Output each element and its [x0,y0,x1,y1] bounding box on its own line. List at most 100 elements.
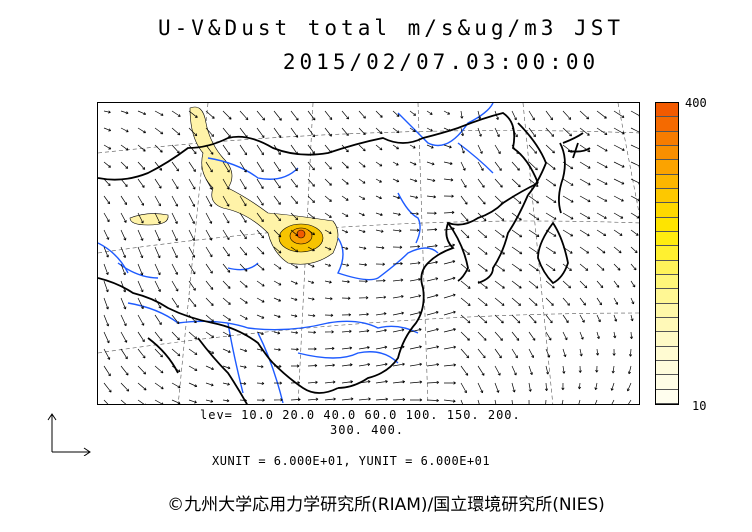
wind-arrow [460,144,465,154]
wind-arrow [409,195,419,199]
wind-arrow [239,297,248,304]
wind-arrow [545,297,554,306]
wind-arrow [613,229,623,236]
wind-arrow [596,246,606,254]
wind-arrow [324,195,332,202]
wind-arrow [613,280,620,288]
wind-arrow [562,365,566,374]
wind-arrow [307,397,319,401]
wind-arrow [562,110,572,120]
wind-arrow [392,380,406,384]
wind-arrow [256,381,265,385]
wind-arrow [460,365,469,376]
wind-arrow [494,331,503,341]
wind-arrow [528,127,536,138]
wind-arrow [120,229,127,241]
wind-arrow [239,110,249,121]
wind-arrow [443,399,456,403]
wind-arrow [307,127,316,138]
wind-arrow [239,398,247,403]
wind-arrow [290,331,299,335]
wind-arrow [137,127,146,134]
wind-arrow [188,399,197,404]
wind-arrow [545,348,551,358]
wind-arrow [137,297,144,310]
wind-arrow [511,263,523,272]
wind-arrow [511,280,522,289]
wind-arrow [613,246,622,254]
wind-arrow [205,297,214,306]
wind-arrow [239,178,247,190]
wind-arrow [494,365,501,376]
wind-arrow [137,212,144,224]
wind-arrow [511,331,520,341]
wind-arrow [324,330,334,334]
wind-arrow [375,345,388,350]
wind-arrow [137,161,146,170]
wind-arrow [528,161,538,171]
wind-arrow [409,244,420,249]
wind-arrow [477,212,487,222]
wind-arrow [103,399,109,404]
wind-arrow [188,382,198,388]
wind-arrow [477,365,485,376]
wind-arrow [443,276,456,282]
wind-arrow [137,348,146,359]
wind-arrow [154,229,161,242]
dust-plume [129,106,339,265]
wind-arrow [154,314,162,326]
wind-arrow [103,229,110,240]
wind-arrow [222,246,230,257]
wind-arrow [290,280,298,285]
wind-arrow [222,178,230,190]
wind-arrow [562,331,568,341]
wind-arrow [154,178,162,189]
wind-arrow [171,331,180,341]
wind-arrow [511,365,517,376]
wind-arrow [341,280,350,284]
wind-arrow [494,246,505,255]
wind-arrow [630,229,639,236]
wind-arrow [494,382,500,393]
wind-arrow [239,382,247,386]
wind-arrow [545,144,555,154]
wind-arrow [222,348,231,353]
wind-arrow [358,329,370,333]
wind-arrow [188,365,198,371]
wind-arrow [443,345,457,350]
wind-arrow [409,398,423,402]
wind-arrow [375,246,385,250]
wind-arrow [579,348,583,357]
wind-arrow [409,277,421,282]
wind-arrow [307,178,315,187]
wind-arrow [256,280,265,287]
wind-arrow [358,312,369,316]
wind-arrow [273,195,281,205]
wind-arrow [358,380,371,384]
colorbar-segment [656,246,678,261]
wind-arrow [154,365,164,374]
wind-arrow [103,127,112,132]
wind-arrow [613,314,618,322]
wind-arrow [409,228,420,232]
wind-arrow [392,328,405,333]
wind-arrow [341,380,354,384]
wind-arrow [120,297,127,310]
wind-arrow [443,293,456,299]
contour-levels-line1: lev= 10.0 20.0 40.0 60.0 100. 150. 200. [200,408,521,422]
wind-arrow [137,280,144,293]
wind-arrow [477,382,484,394]
wind-arrow [154,161,163,171]
wind-arrow [477,297,488,306]
wind-arrow [596,314,601,323]
wind-arrow [358,296,369,300]
wind-arrow [205,382,214,387]
wind-arrow [120,348,128,360]
wind-arrow [528,399,530,404]
wind-arrow [392,212,401,216]
wind-arrow [477,161,484,171]
wind-arrow [409,328,422,333]
wind-arrow [205,161,213,173]
wind-arrow [545,110,554,121]
wind-arrow [188,195,196,207]
